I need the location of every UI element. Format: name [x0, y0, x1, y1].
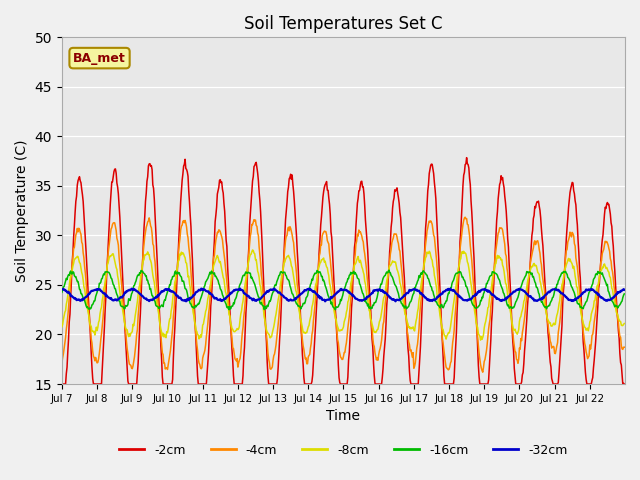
- X-axis label: Time: Time: [326, 409, 360, 423]
- Text: BA_met: BA_met: [73, 52, 126, 65]
- Legend: -2cm, -4cm, -8cm, -16cm, -32cm: -2cm, -4cm, -8cm, -16cm, -32cm: [115, 439, 573, 462]
- Title: Soil Temperatures Set C: Soil Temperatures Set C: [244, 15, 443, 33]
- Y-axis label: Soil Temperature (C): Soil Temperature (C): [15, 139, 29, 282]
